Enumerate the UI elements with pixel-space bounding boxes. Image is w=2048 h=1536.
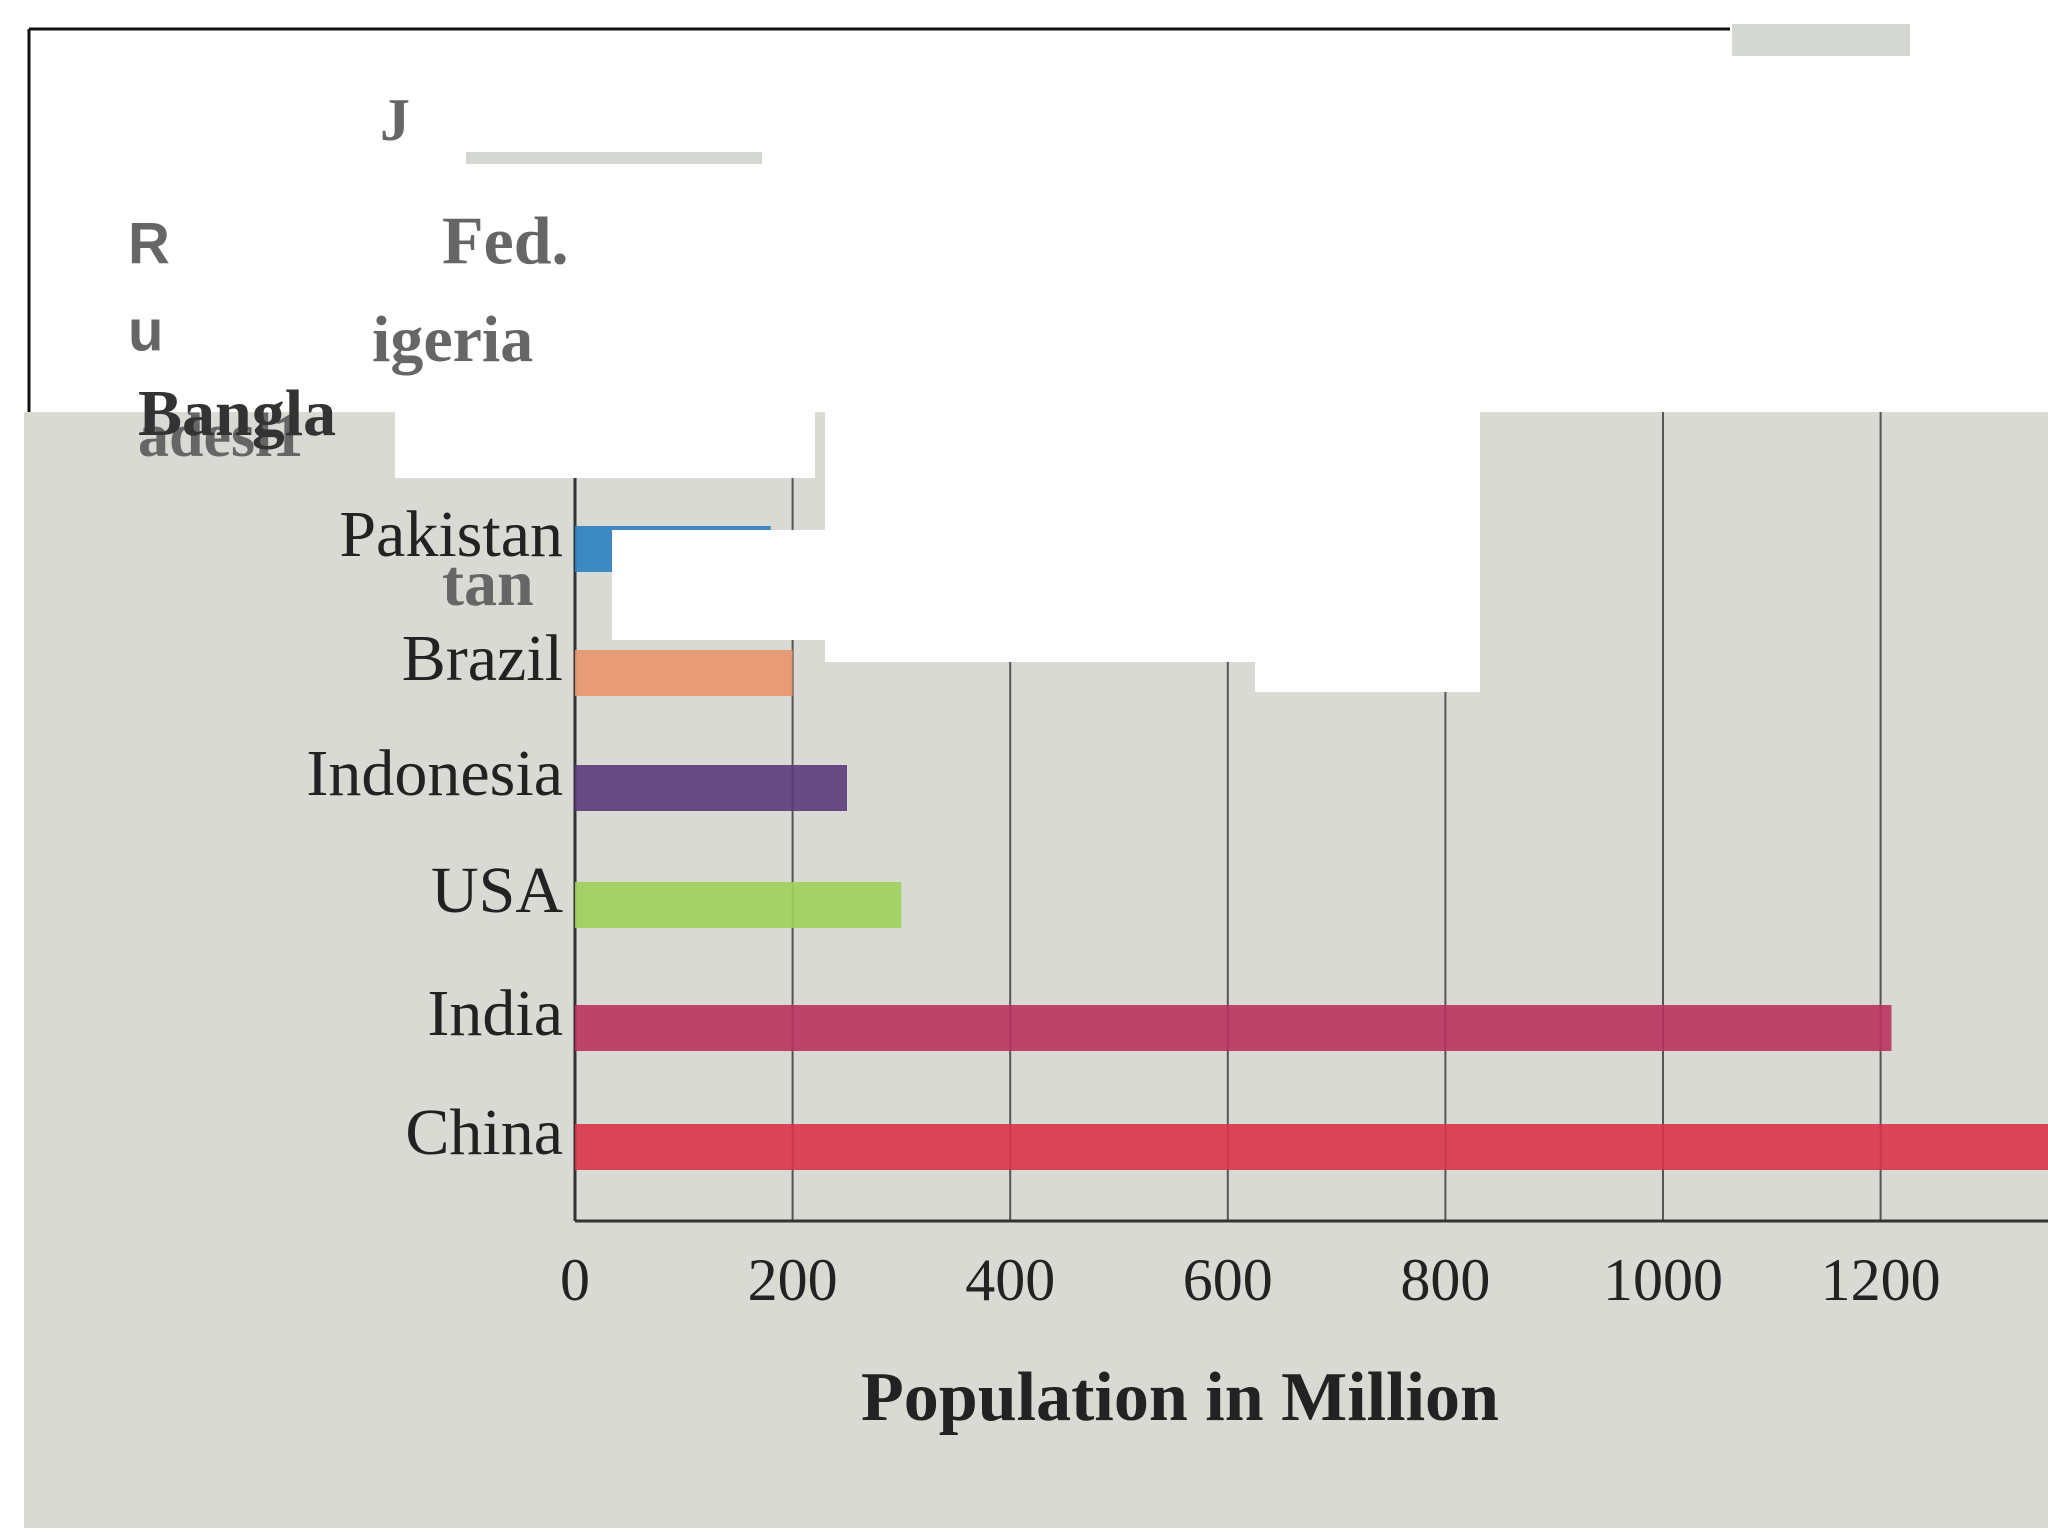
bar: [575, 882, 902, 928]
overlay-patch: [466, 152, 762, 164]
annotation: adesl1: [138, 402, 303, 470]
bar: [575, 1005, 1892, 1051]
x-tick-label: 1000: [1603, 1247, 1723, 1313]
axis-title: Population in Million: [861, 1359, 1499, 1436]
overlay-patch: [1732, 24, 1910, 56]
overlay-patch: [1255, 412, 1480, 692]
annotation: J: [380, 87, 410, 153]
annotation: igeria: [372, 303, 533, 376]
x-tick-label: 800: [1400, 1247, 1490, 1313]
y-tick-label: Pakistan: [339, 498, 563, 571]
annotation: tan: [442, 547, 534, 620]
bar: [575, 1124, 2048, 1170]
annotation: R: [128, 211, 170, 276]
overlay-patch: [395, 412, 815, 478]
overlay-patch: [612, 530, 827, 640]
y-tick-label: USA: [431, 854, 563, 927]
x-tick-label: 1200: [1821, 1247, 1941, 1313]
bar: [575, 650, 793, 696]
x-tick-label: 200: [748, 1247, 838, 1313]
annotation: u: [128, 298, 163, 363]
bar: [575, 765, 847, 811]
overlay-patch: [825, 412, 1255, 662]
y-tick-label: China: [405, 1096, 563, 1169]
x-tick-label: 600: [1183, 1247, 1273, 1313]
y-tick-label: Brazil: [402, 622, 563, 695]
y-tick-label: India: [427, 977, 563, 1050]
x-tick-label: 0: [560, 1247, 590, 1313]
y-tick-label: Indonesia: [306, 737, 563, 810]
annotation: Fed.: [442, 203, 569, 279]
annotation: Bangla: [138, 377, 336, 450]
x-tick-label: 400: [965, 1247, 1055, 1313]
